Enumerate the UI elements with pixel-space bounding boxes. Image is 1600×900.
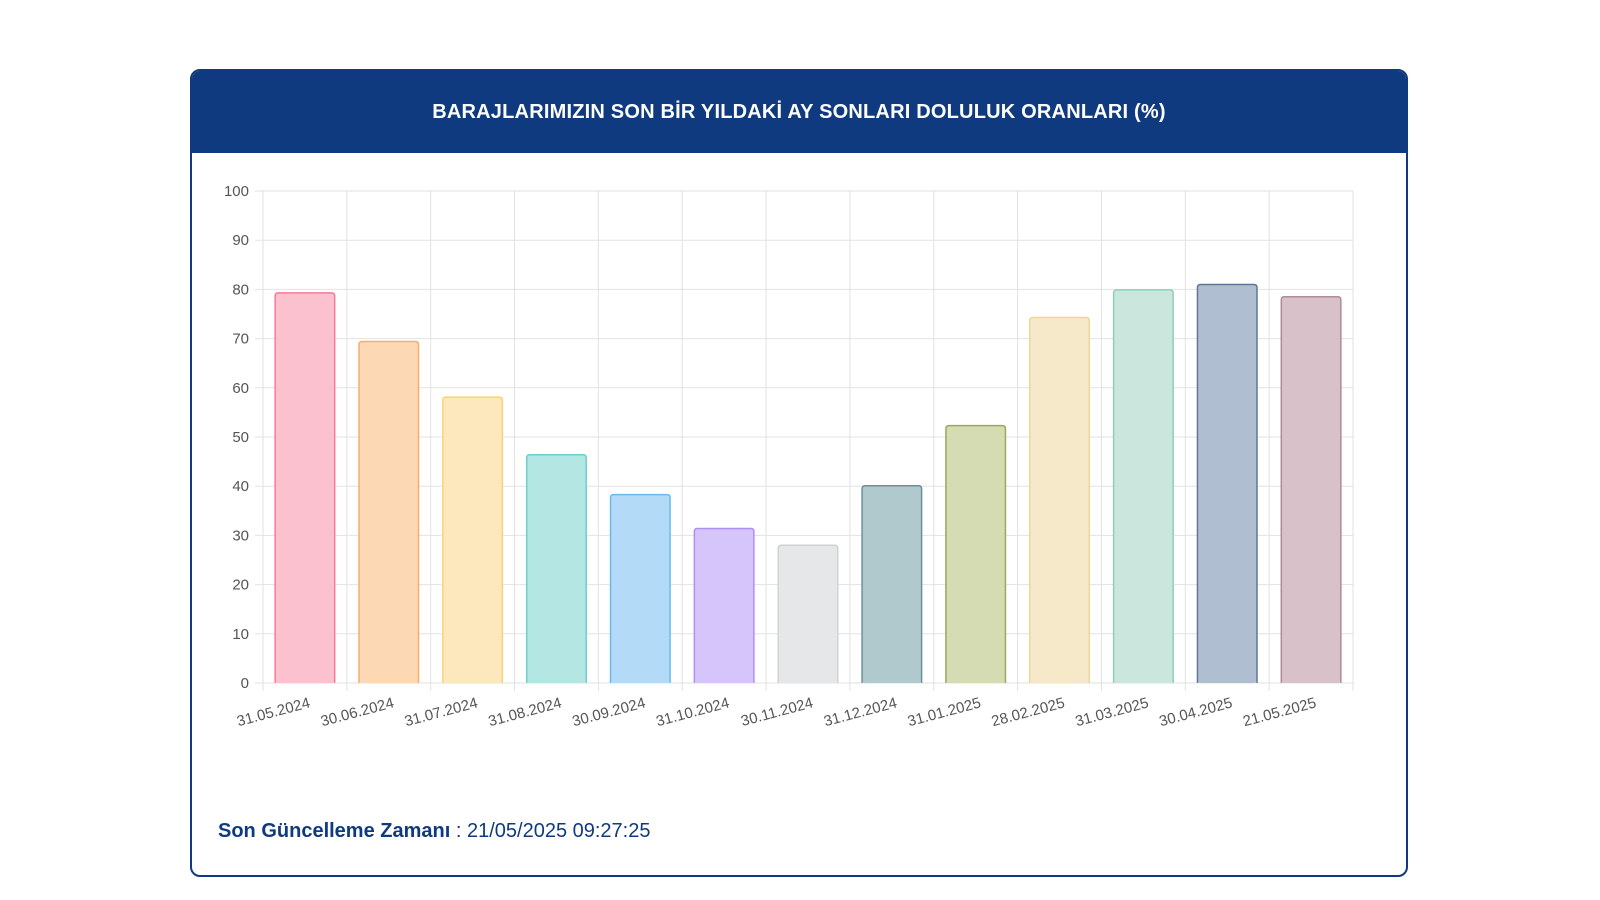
y-tick-label: 60 xyxy=(232,380,249,397)
last-update: Son Güncelleme Zamanı : 21/05/2025 09:27… xyxy=(218,820,650,843)
y-tick-label: 10 xyxy=(232,626,249,643)
bar[interactable] xyxy=(1029,317,1090,683)
y-tick-label: 100 xyxy=(224,183,249,200)
bar[interactable] xyxy=(945,425,1006,683)
bar-outline xyxy=(525,453,587,683)
x-tick-label: 31.10.2024 xyxy=(654,694,731,730)
bar-outline xyxy=(1196,283,1258,683)
x-tick-label: 28.02.2025 xyxy=(990,694,1067,730)
bar[interactable] xyxy=(694,528,754,683)
x-tick-label: 31.12.2024 xyxy=(822,694,899,730)
x-tick-label: 30.06.2024 xyxy=(319,694,396,730)
x-tick-label: 30.04.2025 xyxy=(1157,694,1234,730)
last-update-value: 21/05/2025 09:27:25 xyxy=(466,820,651,842)
y-tick-label: 40 xyxy=(232,478,249,495)
y-tick-label: 20 xyxy=(232,577,249,594)
bar-outline xyxy=(1280,296,1342,683)
x-tick-label: 21.05.2025 xyxy=(1241,694,1318,730)
x-tick-label: 30.11.2024 xyxy=(739,694,815,730)
bar[interactable] xyxy=(862,485,922,683)
bar-outline xyxy=(1029,316,1091,683)
x-tick-label: 30.09.2024 xyxy=(570,694,647,730)
bar[interactable] xyxy=(359,341,419,683)
bar-outline xyxy=(777,544,839,683)
grid-lines xyxy=(255,190,1354,691)
bar-outline xyxy=(358,340,420,683)
bar[interactable] xyxy=(778,545,838,683)
bars xyxy=(274,283,1342,683)
bar-outline xyxy=(442,396,504,683)
bar[interactable] xyxy=(526,454,587,683)
bar-outline xyxy=(274,292,336,683)
last-update-separator: : xyxy=(450,820,467,842)
y-tick-label: 80 xyxy=(232,281,249,298)
x-tick-label: 31.05.2024 xyxy=(235,694,312,730)
y-tick-label: 90 xyxy=(232,232,249,249)
x-tick-label: 31.03.2025 xyxy=(1074,694,1151,730)
bar[interactable] xyxy=(1113,289,1174,683)
bar-outline xyxy=(861,484,923,683)
y-tick-label: 50 xyxy=(232,429,249,446)
bar[interactable] xyxy=(442,397,503,683)
y-tick-label: 70 xyxy=(232,331,249,348)
y-axis-ticks: 0 10 20 30 40 50 60 70 80 90 100 xyxy=(224,183,249,692)
bar[interactable] xyxy=(1197,284,1257,683)
x-tick-label: 31.01.2025 xyxy=(906,694,983,730)
bar-chart: 0 10 20 30 40 50 60 70 80 90 100 31.05.2024 30.06.2… xyxy=(224,183,1354,730)
bar[interactable] xyxy=(275,292,335,683)
chart-area: 0 10 20 30 40 50 60 70 80 90 100 31.05.2024 30.06.2… xyxy=(192,153,1406,793)
x-tick-label: 31.08.2024 xyxy=(487,694,564,730)
y-tick-label: 0 xyxy=(241,675,249,692)
last-update-label: Son Güncelleme Zamanı xyxy=(218,820,451,842)
x-axis-ticks: 31.05.2024 30.06.2024 31.07.2024 31.08.2024… xyxy=(235,694,1318,730)
bar-outline xyxy=(1112,289,1174,683)
bar-outline xyxy=(693,527,755,683)
chart-card: BARAJLARIMIZIN SON BİR YILDAKİ AY SONLAR… xyxy=(190,69,1408,877)
chart-title: BARAJLARIMIZIN SON BİR YILDAKİ AY SONLAR… xyxy=(192,71,1406,153)
x-tick-label: 31.07.2024 xyxy=(403,694,480,730)
bar[interactable] xyxy=(1281,296,1341,683)
bar-outline xyxy=(609,493,671,683)
bar[interactable] xyxy=(610,494,671,683)
y-tick-label: 30 xyxy=(232,527,249,544)
bar-outline xyxy=(945,424,1007,683)
